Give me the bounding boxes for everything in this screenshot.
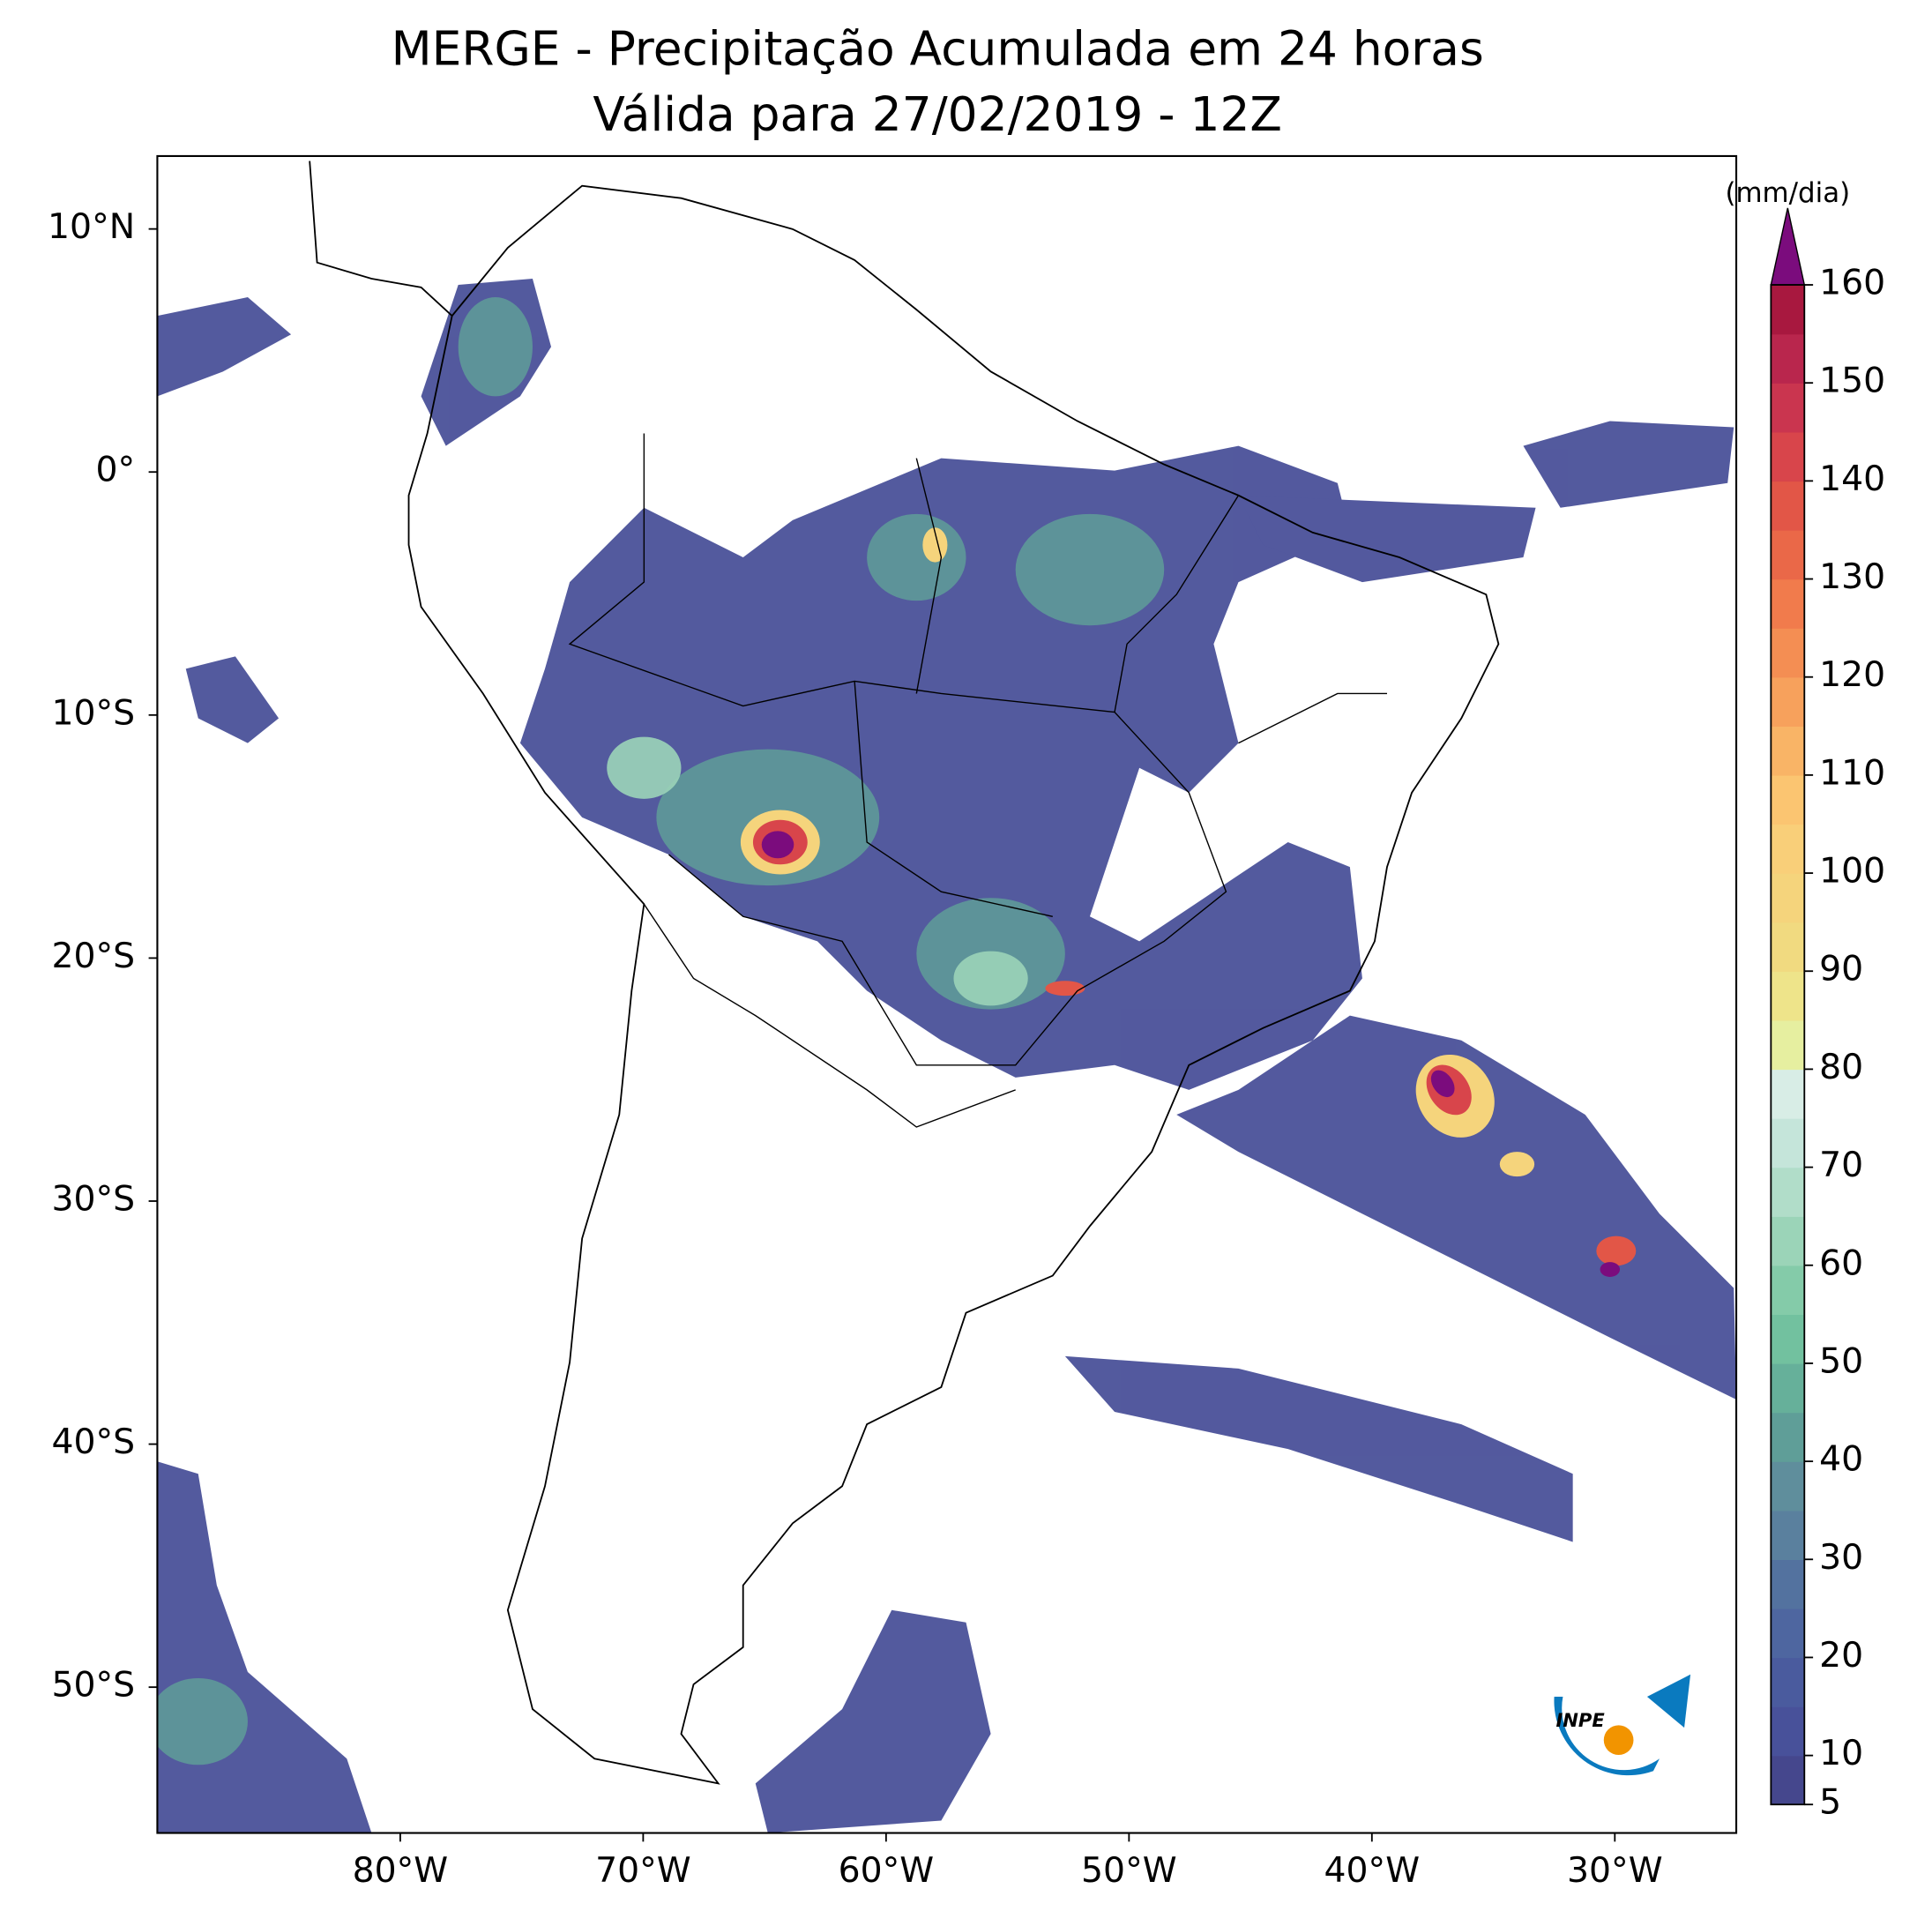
colorbar-tick-label: 10 xyxy=(1819,1734,1863,1773)
y-tick-label: 10°S xyxy=(52,693,136,733)
colorbar-band xyxy=(1771,873,1805,923)
y-tick-label: 0° xyxy=(95,451,135,490)
colorbar-band xyxy=(1771,922,1805,972)
colorbar-tick-label: 120 xyxy=(1819,655,1885,695)
colorbar-band xyxy=(1771,1216,1805,1266)
map-area xyxy=(156,154,1738,1834)
colorbar-tick-label: 130 xyxy=(1819,557,1885,597)
colorbar-tick-label: 20 xyxy=(1819,1636,1863,1676)
inpe-logo: INPE xyxy=(1554,1674,1691,1776)
colorbar-band xyxy=(1771,824,1805,874)
colorbar-band xyxy=(1771,333,1805,384)
precipitation-field xyxy=(157,160,1737,1833)
colorbar-tick-label: 150 xyxy=(1819,362,1885,401)
colorbar-tick-label: 40 xyxy=(1819,1440,1863,1480)
colorbar-band xyxy=(1771,1117,1805,1168)
colorbar-tick-label: 80 xyxy=(1819,1048,1863,1087)
y-tick-label: 10°N xyxy=(48,207,135,247)
x-tick-label: 80°W xyxy=(353,1851,449,1891)
colorbar-tick-label: 30 xyxy=(1819,1538,1863,1578)
colorbar-band xyxy=(1771,1069,1805,1119)
x-tick-label: 60°W xyxy=(839,1851,935,1891)
colorbar-band xyxy=(1771,1265,1805,1316)
colorbar-tick-label: 60 xyxy=(1819,1243,1863,1283)
colorbar-tick-label: 90 xyxy=(1819,950,1863,989)
colorbar-tick-label: 70 xyxy=(1819,1146,1863,1185)
colorbar-band xyxy=(1771,1362,1805,1414)
y-tick-label: 30°S xyxy=(52,1179,136,1219)
y-tick-label: 20°S xyxy=(52,937,136,976)
colorbar-band xyxy=(1771,676,1805,728)
colorbar-tick-label: 50 xyxy=(1819,1341,1863,1381)
colorbar-band xyxy=(1771,774,1805,825)
colorbar-band xyxy=(1771,1314,1805,1364)
colorbar-tick-label: 100 xyxy=(1819,852,1885,892)
colorbar-band xyxy=(1771,1559,1805,1609)
colorbar-extend xyxy=(1770,207,1806,286)
y-tick-label: 50°S xyxy=(52,1666,136,1706)
colorbar-band xyxy=(1771,431,1805,482)
colorbar-band xyxy=(1771,628,1805,678)
x-tick-label: 50°W xyxy=(1081,1851,1177,1891)
y-tick-label: 40°S xyxy=(52,1422,136,1462)
map-frame xyxy=(156,154,1738,1834)
colorbar-band xyxy=(1771,1706,1805,1757)
colorbar-band xyxy=(1771,971,1805,1021)
colorbar-band xyxy=(1771,285,1805,335)
colorbar-band xyxy=(1771,1657,1805,1707)
colorbar-band xyxy=(1771,529,1805,580)
colorbar-tick-label: 110 xyxy=(1819,753,1885,793)
x-tick-label: 70°W xyxy=(595,1851,691,1891)
x-tick-label: 40°W xyxy=(1324,1851,1421,1891)
colorbar-band xyxy=(1771,1510,1805,1560)
colorbar-label: (mm/dia) xyxy=(1725,177,1850,209)
colorbar-band xyxy=(1771,383,1805,433)
colorbar-band xyxy=(1771,726,1805,776)
colorbar-band xyxy=(1771,1167,1805,1217)
subtitle: Válida para 27/02/2019 - 12Z xyxy=(593,86,1282,142)
colorbar-frame xyxy=(1770,284,1806,1806)
colorbar-band xyxy=(1771,1608,1805,1659)
colorbar-band xyxy=(1771,1412,1805,1462)
colorbar-tick-label: 160 xyxy=(1819,264,1885,303)
colorbar-band xyxy=(1771,1019,1805,1071)
colorbar-band xyxy=(1771,1461,1805,1512)
colorbar-tick-label: 5 xyxy=(1819,1783,1841,1823)
colorbar-tick-label: 140 xyxy=(1819,459,1885,499)
colorbar-band xyxy=(1771,579,1805,629)
x-tick-label: 30°W xyxy=(1567,1851,1663,1891)
colorbar-band xyxy=(1771,1755,1805,1805)
title: MERGE - Precipitação Acumulada em 24 hor… xyxy=(392,21,1484,77)
logo-text: INPE xyxy=(1555,1709,1605,1731)
colorbar-band xyxy=(1771,481,1805,531)
